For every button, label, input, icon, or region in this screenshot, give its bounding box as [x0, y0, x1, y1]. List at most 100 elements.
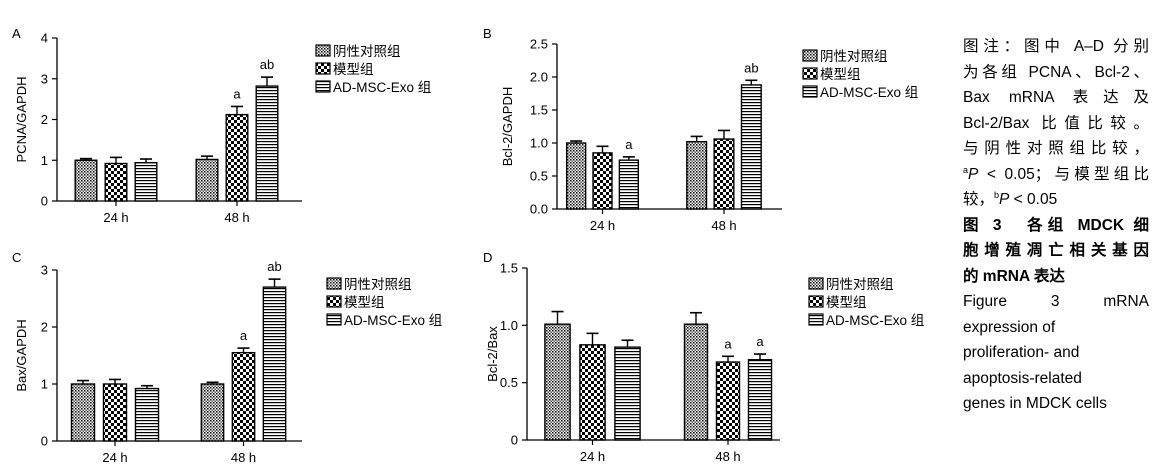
- caption-note-line: Bcl-2/Bax 比值比较。: [963, 114, 1149, 132]
- y-tick-label: 0: [511, 433, 518, 448]
- panel-letter: A: [12, 26, 21, 41]
- legend-label: 模型组: [333, 62, 374, 77]
- bar: [544, 323, 571, 441]
- y-tick-label: 2: [41, 320, 48, 335]
- caption-note-line: Bax mRNA 表达及: [963, 89, 1149, 106]
- y-tick-label: 0: [41, 434, 48, 449]
- bar: [579, 344, 606, 441]
- y-tick-label: 0.5: [530, 169, 548, 184]
- sig-b-text: < 0.05: [1009, 191, 1058, 208]
- legend-swatch: [315, 80, 331, 93]
- legend-label: AD-MSC-Exo 组: [333, 80, 431, 95]
- legend-swatch: [802, 49, 818, 62]
- bar: [683, 323, 709, 441]
- bar: [592, 152, 613, 210]
- y-tick-label: 2: [41, 112, 48, 127]
- legend-swatch: [808, 277, 824, 290]
- x-tick-label: 48 h: [224, 210, 249, 225]
- legend-swatch: [802, 67, 818, 80]
- bar: [74, 159, 98, 202]
- bar: [102, 383, 128, 442]
- legend-swatch: [808, 313, 824, 326]
- x-tick-label: 24 h: [580, 449, 605, 464]
- panel-letter: C: [12, 250, 21, 265]
- sig-b-prefix: 较，: [963, 191, 995, 208]
- panel-letter: B: [483, 26, 492, 41]
- legend-label: 模型组: [820, 67, 861, 82]
- legend-swatch: [326, 313, 342, 326]
- bar: [134, 161, 158, 202]
- figure-title-cn: 的 mRNA 表达: [963, 267, 1065, 285]
- bar: [713, 138, 735, 210]
- panel-b: B 0.0 0.5 1.0 1.5 2.0 2.5 Bcl-2/GAPDH a 24 h ab 48 …: [483, 26, 918, 233]
- legend-label: 阴性对照组: [820, 49, 888, 64]
- y-tick-label: 1: [41, 377, 48, 392]
- y-axis-title: Bcl-2/Bax: [485, 326, 500, 382]
- figure-title-en: proliferation- and: [963, 344, 1080, 361]
- bar: [200, 383, 225, 442]
- bar: [715, 361, 741, 441]
- y-axis-title: PCNA/GAPDH: [14, 77, 29, 163]
- bar: [70, 383, 96, 442]
- x-tick-label: 24 h: [103, 210, 128, 225]
- bar: [231, 351, 256, 442]
- legend-label: AD-MSC-Exo 组: [344, 313, 442, 328]
- legend-swatch: [326, 277, 342, 290]
- y-tick-label: 4: [41, 31, 48, 46]
- figure-title-en: expression of: [963, 318, 1056, 336]
- figure-title-cn: 图 3 各组 MDCK 细: [963, 216, 1149, 234]
- bar: [618, 159, 640, 210]
- y-axis-title: Bcl-2/GAPDH: [500, 87, 515, 166]
- y-axis-title: Bax/GAPDH: [14, 319, 29, 391]
- legend-label: AD-MSC-Exo 组: [826, 313, 924, 328]
- significance-label: a: [724, 336, 732, 351]
- bar: [255, 85, 279, 202]
- y-tick-label: 2.5: [530, 37, 548, 52]
- y-tick-label: 0.5: [500, 375, 518, 390]
- bar: [225, 113, 249, 202]
- caption-significance-a: aP < 0.05；与模型组比: [963, 162, 1149, 188]
- y-tick-label: 1.5: [530, 103, 548, 118]
- caption-note-line: 为各组 PCNA、Bcl-2、: [963, 63, 1149, 81]
- y-tick-label: 2.0: [530, 70, 548, 85]
- bar: [195, 158, 219, 202]
- legend-swatch: [315, 62, 331, 75]
- significance-label: ab: [260, 57, 274, 72]
- legend-label: 阴性对照组: [344, 277, 412, 292]
- y-tick-label: 1.5: [500, 261, 518, 276]
- y-tick-label: 1: [41, 153, 48, 168]
- y-tick-label: 1.0: [530, 136, 548, 151]
- sig-a-text: < 0.05；与模型组比: [978, 165, 1149, 183]
- significance-label: ab: [744, 60, 758, 75]
- legend-label: 阴性对照组: [826, 277, 894, 292]
- legend-swatch: [808, 295, 824, 308]
- sig-a-superscript: a: [963, 164, 969, 175]
- y-tick-label: 0.0: [530, 202, 548, 217]
- y-tick-label: 0: [41, 194, 48, 209]
- significance-label: a: [240, 328, 248, 343]
- legend-label: 模型组: [826, 295, 867, 310]
- significance-label: a: [233, 86, 241, 101]
- figure-title-en: apoptosis-related: [963, 369, 1082, 387]
- significance-label: ab: [267, 259, 281, 274]
- y-tick-label: 1.0: [500, 318, 518, 333]
- x-tick-label: 48 h: [711, 218, 736, 233]
- legend-label: AD-MSC-Exo 组: [820, 85, 918, 100]
- legend-label: 阴性对照组: [333, 44, 401, 59]
- bar: [740, 84, 762, 210]
- y-tick-label: 3: [41, 263, 48, 278]
- sig-b-superscript: b: [994, 189, 1000, 200]
- legend-swatch: [315, 44, 331, 57]
- figure-caption: 图注：图中 A–D 分别 为各组 PCNA、Bcl-2、 Bax mRNA 表达…: [963, 34, 1149, 417]
- sig-a-p: P: [968, 165, 979, 183]
- legend-label: 模型组: [344, 295, 385, 310]
- caption-note-line: 与阴性对照组比较，: [963, 140, 1149, 157]
- panel-letter: D: [483, 250, 492, 265]
- y-tick-label: 3: [41, 71, 48, 86]
- x-tick-label: 48 h: [715, 449, 740, 464]
- bar: [747, 359, 773, 441]
